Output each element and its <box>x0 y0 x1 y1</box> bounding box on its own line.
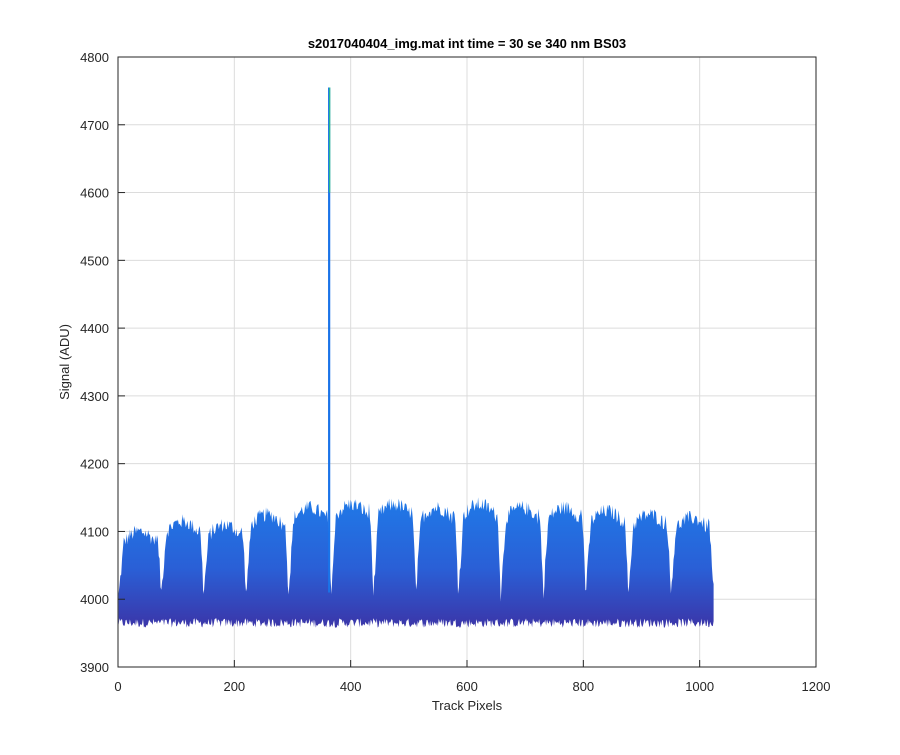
y-tick-label: 4700 <box>80 118 109 133</box>
x-tick-label: 1000 <box>685 679 714 694</box>
signal-band <box>118 497 714 628</box>
x-tick-label: 1200 <box>802 679 831 694</box>
x-tick-label: 800 <box>572 679 594 694</box>
y-tick-label: 3900 <box>80 660 109 675</box>
x-axis-label: Track Pixels <box>432 698 503 713</box>
y-tick-label: 4800 <box>80 50 109 65</box>
y-tick-label: 4400 <box>80 321 109 336</box>
tick-layer: 0 200 400 600 800 1000 1200 3900 4000 4100 4200 430… <box>80 50 830 694</box>
y-tick-label: 4200 <box>80 457 109 472</box>
x-tick-label: 600 <box>456 679 478 694</box>
y-axis-label: Signal (ADU) <box>57 324 72 400</box>
chart-title: s2017040404_img.mat int time = 30 se 340… <box>308 36 626 51</box>
x-tick-label: 400 <box>340 679 362 694</box>
data-layer <box>118 87 714 628</box>
y-tick-label: 4600 <box>80 186 109 201</box>
y-tick-label: 4300 <box>80 389 109 404</box>
x-tick-label: 0 <box>114 679 121 694</box>
y-tick-label: 4500 <box>80 253 109 268</box>
x-tick-label: 200 <box>223 679 245 694</box>
y-tick-label: 4000 <box>80 592 109 607</box>
y-tick-label: 4100 <box>80 524 109 539</box>
